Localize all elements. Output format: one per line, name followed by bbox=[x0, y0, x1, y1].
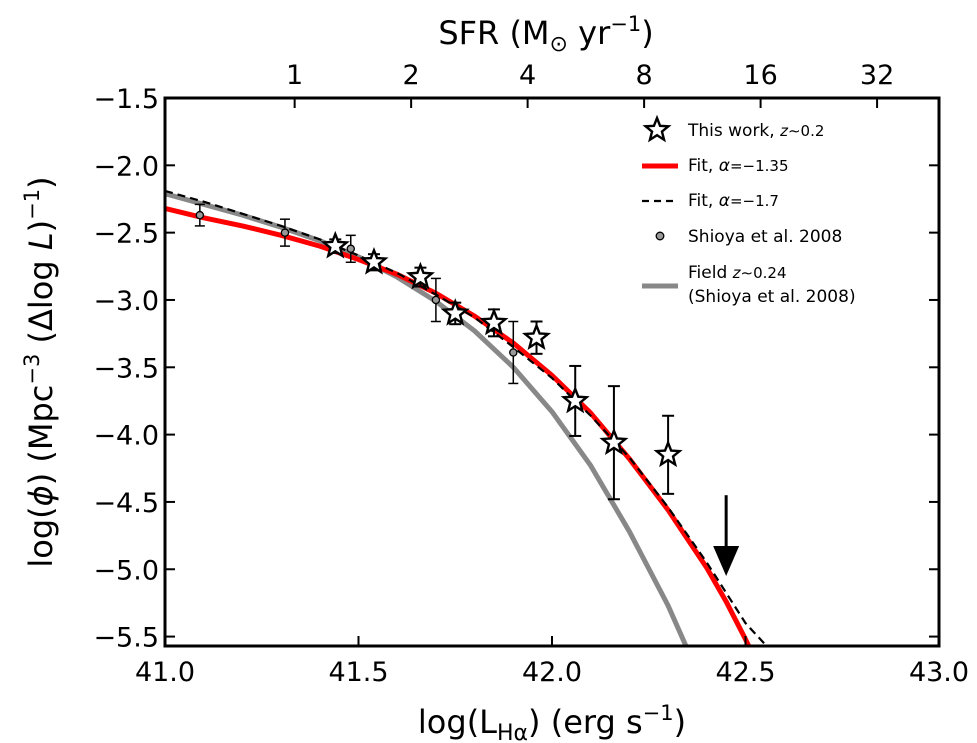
legend-this-work-it: z bbox=[779, 122, 789, 140]
this-work-point-0 bbox=[320, 230, 350, 259]
legend-fit-135-label: Fit, α=−1.35 bbox=[688, 156, 789, 176]
legend-fit-17-it: α bbox=[719, 191, 730, 211]
legend-field: Field z∼0.24 (Shioya et al. 2008) bbox=[642, 263, 856, 307]
top-axis-title: SFR (M⊙ yr−1) bbox=[438, 12, 653, 57]
legend-field-post: ∼0.24 bbox=[741, 264, 787, 282]
y-axis-title: log(ϕ) (Mpc−3 (Δlog L)−1) bbox=[20, 176, 60, 567]
legend-field-label-2: (Shioya et al. 2008) bbox=[688, 287, 856, 307]
shioya-point-3 bbox=[431, 295, 441, 305]
legend-field-label-1: Field z∼0.24 bbox=[688, 263, 787, 283]
top-tick-label-3: 8 bbox=[636, 60, 653, 91]
shioya-point-1 bbox=[280, 228, 290, 237]
y-axis-title-pre: log( bbox=[22, 506, 60, 567]
y-axis-title-end: ) bbox=[22, 176, 60, 188]
x-axis-title: log(LHα) (erg s−1) bbox=[418, 701, 686, 743]
x-tick-label-3: 42.5 bbox=[715, 657, 775, 688]
x-axis-title-sup: −1 bbox=[643, 701, 674, 725]
legend-this-work-post: ∼0.2 bbox=[788, 122, 824, 140]
y-tick-label-6: −4.5 bbox=[93, 488, 159, 519]
this-work-point-6 bbox=[560, 385, 590, 414]
top-axis-title-pre: SFR (M bbox=[438, 14, 549, 52]
top-tick-label-1: 2 bbox=[403, 60, 420, 91]
y-axis-title-close: ) bbox=[22, 220, 60, 232]
top-tick-label-2: 4 bbox=[519, 60, 536, 91]
y-tick-label-5: −4.0 bbox=[93, 421, 159, 452]
y-tick-label-0: −1.5 bbox=[93, 84, 159, 115]
this-work-point-3 bbox=[440, 298, 470, 326]
legend-fit-17-pre: Fit, bbox=[688, 191, 719, 211]
x-tick-label-1: 41.5 bbox=[328, 657, 388, 688]
upper-limit-arrowhead bbox=[713, 545, 740, 576]
legend-shioya: Shioya et al. 2008 bbox=[655, 227, 842, 247]
legend-this-work: This work, z∼0.2 bbox=[642, 114, 824, 143]
x-axis-title-post: ) (erg s bbox=[528, 703, 643, 741]
series-line-black-dashed bbox=[165, 189, 769, 646]
legend-field-pre: Field bbox=[688, 263, 733, 283]
y-axis-title-sup2: −1 bbox=[20, 189, 44, 220]
y-tick-label-7: −5.0 bbox=[93, 555, 159, 586]
legend-star-marker bbox=[642, 114, 672, 143]
this-work-point-7 bbox=[599, 427, 629, 456]
fit-curves bbox=[165, 189, 769, 646]
axis-ticks: 41.0 41.5 42.0 42.5 43.0 −1.5 −2.0 −2.5 −3.0 −3.5… bbox=[93, 60, 969, 688]
upper-limit bbox=[713, 495, 740, 576]
x-tick-label-0: 41.0 bbox=[135, 657, 195, 688]
legend-fit-135-post: =−1.35 bbox=[730, 157, 789, 175]
y-axis-title-mid: ) (Mpc bbox=[22, 385, 60, 486]
y-tick-label-4: −3.5 bbox=[93, 353, 159, 384]
this-work-point-5 bbox=[521, 322, 552, 351]
legend-fit-17: Fit, α=−1.7 bbox=[642, 191, 779, 211]
legend-fit-135: Fit, α=−1.35 bbox=[642, 156, 789, 176]
y-tick-label-3: −3.0 bbox=[93, 286, 159, 317]
top-tick-label-0: 1 bbox=[286, 60, 303, 91]
legend: This work, z∼0.2 Fit, α=−1.35 Fit, α=−1.… bbox=[642, 114, 856, 307]
series-line-gray-solid bbox=[165, 191, 689, 646]
legend-fit-17-post: =−1.7 bbox=[730, 192, 779, 210]
x-axis-title-pre: log(L bbox=[418, 703, 497, 741]
this-work-point-8 bbox=[653, 439, 683, 468]
y-axis-title-sup1: −3 bbox=[20, 354, 44, 385]
top-axis-title-close: ) bbox=[641, 14, 653, 52]
legend-shioya-marker bbox=[655, 231, 665, 241]
y-tick-label-2: −2.5 bbox=[93, 219, 159, 250]
legend-this-work-label: This work, z∼0.2 bbox=[687, 121, 824, 141]
y-tick-label-8: −5.5 bbox=[93, 623, 159, 654]
legend-fit-135-it: α bbox=[719, 156, 730, 176]
this-work-point-4 bbox=[479, 307, 509, 336]
shioya-point-4 bbox=[509, 348, 518, 357]
top-axis-title-mid: yr bbox=[568, 14, 611, 52]
plot-frame bbox=[163, 96, 941, 648]
top-axis-title-sun: ⊙ bbox=[550, 32, 568, 57]
legend-field-it: z bbox=[732, 264, 742, 282]
shioya-point-2 bbox=[346, 244, 356, 254]
y-axis-title-l: L bbox=[22, 232, 60, 250]
y-axis-title-phi: ϕ bbox=[22, 485, 60, 506]
x-axis-title-close: ) bbox=[674, 703, 686, 741]
legend-this-work-pre: This work, bbox=[687, 121, 780, 141]
y-axis-title-mid2: (Δlog bbox=[22, 250, 60, 354]
y-tick-label-1: −2.0 bbox=[93, 151, 159, 182]
x-tick-label-4: 43.0 bbox=[909, 657, 969, 688]
legend-fit-135-pre: Fit, bbox=[688, 156, 719, 176]
legend-fit-17-label: Fit, α=−1.7 bbox=[688, 191, 779, 211]
this-work-point-1 bbox=[359, 246, 389, 275]
x-tick-label-2: 42.0 bbox=[522, 657, 582, 688]
x-axis-title-sub: Hα bbox=[497, 721, 528, 743]
this-work-point-2 bbox=[405, 261, 435, 290]
top-tick-label-4: 16 bbox=[743, 60, 777, 91]
legend-shioya-label: Shioya et al. 2008 bbox=[688, 227, 842, 247]
top-tick-label-5: 32 bbox=[860, 60, 894, 91]
top-axis-title-sup: −1 bbox=[610, 12, 641, 36]
data-points bbox=[194, 203, 683, 501]
shioya-point-0 bbox=[195, 210, 205, 220]
